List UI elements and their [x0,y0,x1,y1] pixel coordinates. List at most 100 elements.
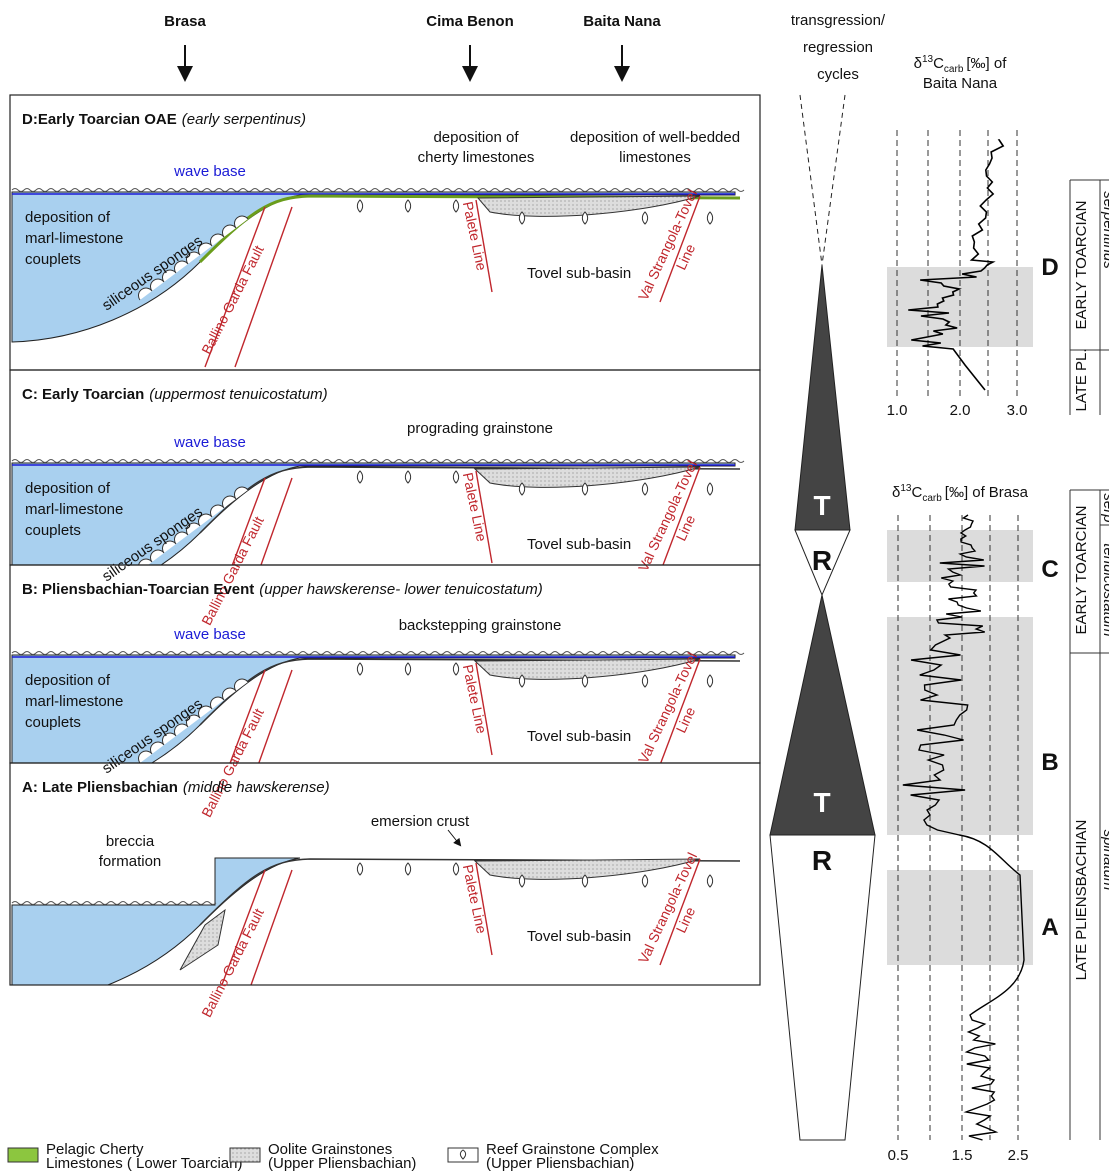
event-letter: D [1041,254,1058,281]
stage-label: EARLY TOARCIAN [1073,506,1090,635]
grainstone-lens [475,659,700,679]
sea-surface [12,902,216,905]
annotation: emersion crust [371,813,470,830]
stage-label: LATE PL. [1073,348,1090,411]
panel: A: Late Pliensbachian(middle hawskerense… [10,763,760,1030]
reef [519,212,524,224]
basin-deposit: couplets [25,714,81,731]
zone-label: tenuicostatum [1100,543,1109,636]
reef [405,663,410,675]
val-line-label: Line [673,512,699,543]
reef [642,212,647,224]
cycle-label: T [813,787,830,818]
zone-label: serp [1100,493,1109,522]
t: carb [944,64,964,75]
event-letter: A [1041,914,1058,941]
subbasin-label: Tovel sub-basin [527,928,631,945]
panel-title-main: C: Early Toarcian [22,386,144,403]
palete-label: Palete Line [460,863,490,935]
fault-label: Ballino Garda Fault [198,243,267,357]
sea-surface [12,652,744,655]
annotation: backstepping grainstone [399,617,562,634]
basin-deposit: deposition of [25,480,111,497]
event-letter: C [1041,556,1058,583]
t: C [933,55,944,72]
panel-content [12,189,744,368]
panel-title: C: Early Toarcian (uppermost tenuicostatu… [22,386,328,403]
panel-content [12,460,744,639]
t: C [911,484,922,501]
reef [707,483,712,495]
location-label: Baita Nana [583,13,661,30]
panel-title: D:Early Toarcian OAE(early serpentinus) [22,111,306,128]
annotation: limestones [619,149,691,166]
reef [453,663,458,675]
legend-swatch [230,1148,260,1162]
cycles-title: cycles [817,66,859,83]
arrow [448,830,460,845]
annotation: prograding grainstone [407,420,553,437]
panel-title: A: Late Pliensbachian(middle hawskerense… [22,779,330,796]
panel-stage: (upper hawskerense- lower tenuicostatum) [259,581,542,598]
cycle-R [770,835,875,1140]
reef [453,200,458,212]
cycle-label: R [812,845,832,876]
subbasin-label: Tovel sub-basin [527,536,631,553]
curve-title: δ13Ccarb[‰] of [914,54,1008,75]
cycle-label: T [813,490,830,521]
reef [405,863,410,875]
legend-swatch [8,1148,38,1162]
panel-stage: (early serpentinus) [182,111,306,128]
reef [357,200,362,212]
sea-surface [12,189,744,192]
annotation: cherty limestones [418,149,535,166]
cycle-label: R [812,545,832,576]
reef [707,212,712,224]
reef [357,471,362,483]
basin-deposit: marl-limestone [25,501,123,518]
stage-label: LATE PLIENSBACHIAN [1073,820,1090,981]
legend-label: (Upper Pliensbachian) [268,1155,416,1172]
reef [582,875,587,887]
annotation: deposition of well-bedded [570,129,740,146]
zone-label: serpentinus [1100,191,1109,269]
basin-deposit: couplets [25,522,81,539]
reef [582,483,587,495]
location-label: Brasa [164,13,206,30]
reef [642,483,647,495]
panel-title-main: B: Pliensbachian-Toarcian Event [22,581,254,598]
basin-deposit: deposition of [25,672,111,689]
cycles-title: transgression/ [791,12,886,29]
basin-deposit: marl-limestone [25,693,123,710]
zone-label: spinatum [1100,830,1109,891]
annotation: deposition of [433,129,519,146]
reef [405,471,410,483]
panel-stage: (uppermost tenuicostatum) [149,386,327,403]
isotope-curve [908,140,1003,390]
panel-stage: (middle hawskerense) [183,779,330,796]
fault-label: Ballino Garda Fault [198,514,267,628]
palete-label: Palete Line [460,663,490,735]
reef [642,875,647,887]
tick-label: 1.5 [952,1147,973,1164]
grainstone-lens [475,467,700,487]
reef [519,675,524,687]
basin-deposit: couplets [25,251,81,268]
cycles-title: regression [803,39,873,56]
legend-label: Limestones ( Lower Toarcian) [46,1155,242,1172]
subbasin-label: Tovel sub-basin [527,265,631,282]
reef [357,863,362,875]
wave-base-label: wave base [173,434,246,451]
tick-label: 2.0 [950,402,971,419]
panel-content [12,652,744,831]
t: 13 [922,54,934,65]
panel-title: B: Pliensbachian-Toarcian Event (upper ha… [22,581,543,598]
tick-label: 0.5 [888,1147,909,1164]
annotation: breccia [106,833,155,850]
tick-label: 3.0 [1007,402,1028,419]
reef [642,675,647,687]
basin-deposit: marl-limestone [25,230,123,247]
tick-label: 2.5 [1008,1147,1029,1164]
t: δ [914,55,922,72]
t: [‰] of [945,484,986,501]
